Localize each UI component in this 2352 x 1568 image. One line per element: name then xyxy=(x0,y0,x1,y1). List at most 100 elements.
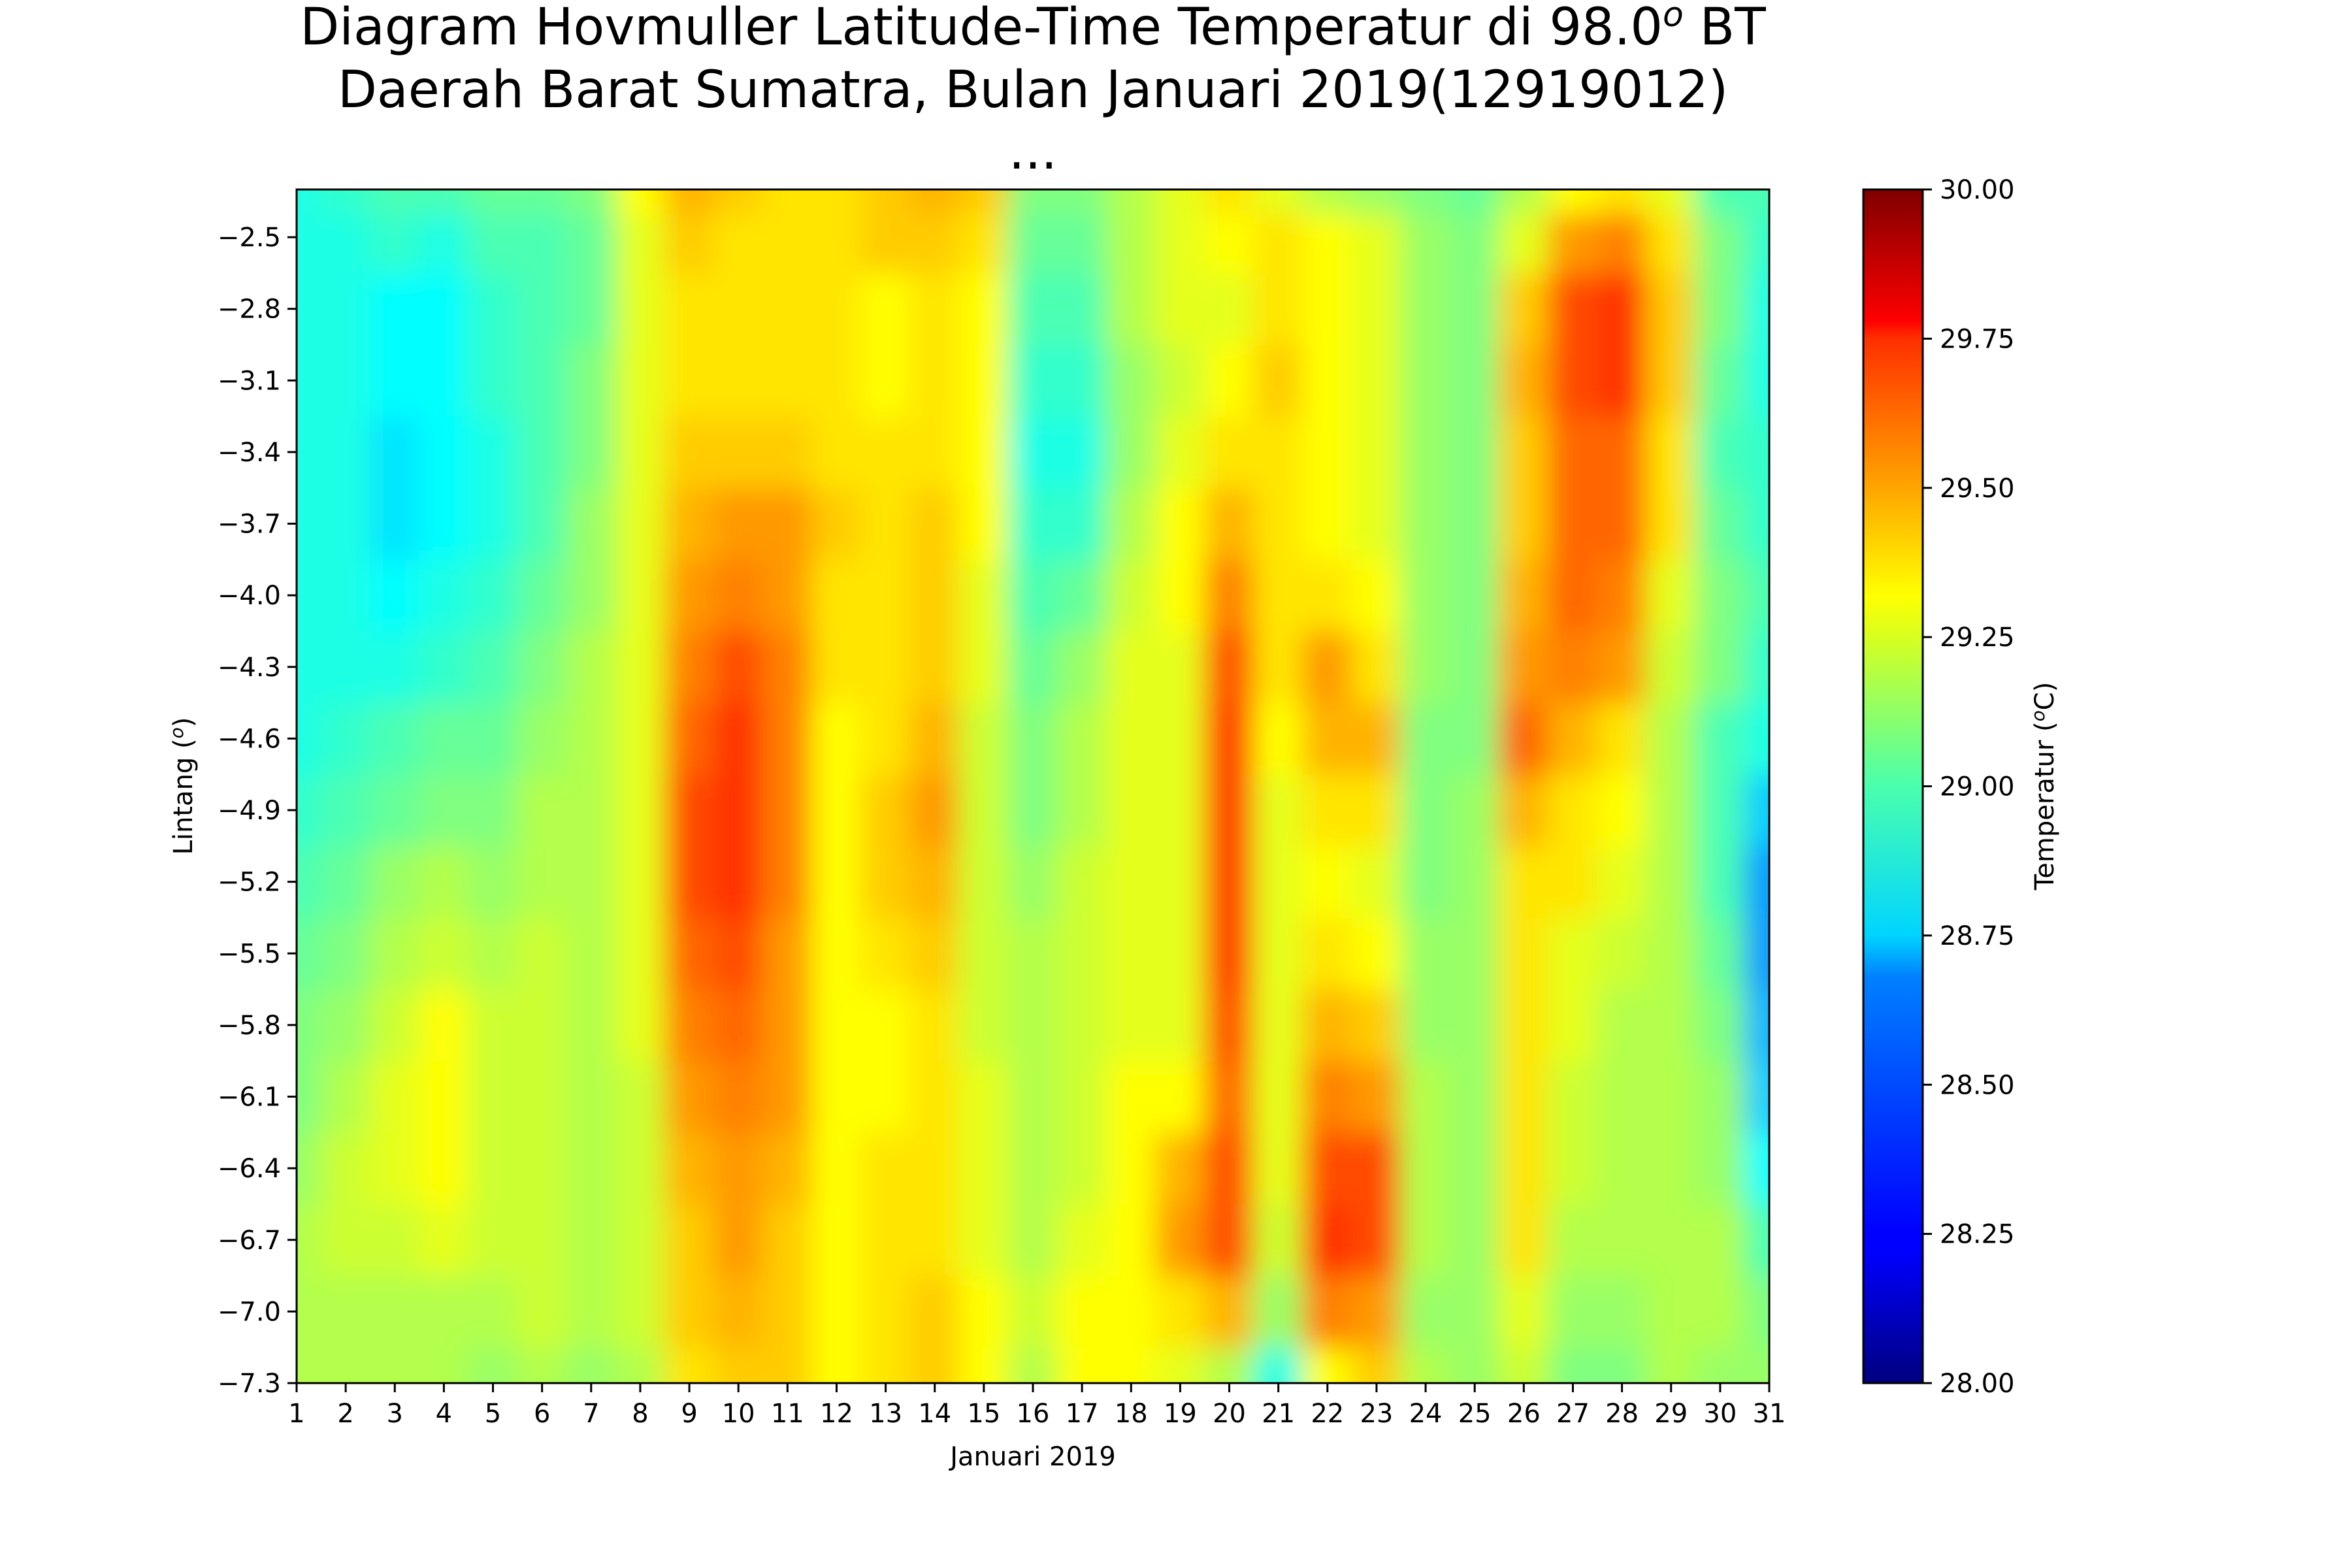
heatmap-cell xyxy=(566,702,617,776)
heatmap-cell xyxy=(1105,272,1156,346)
heatmap-cell xyxy=(1056,1132,1107,1205)
heatmap-cell xyxy=(1695,487,1746,561)
heatmap-cell xyxy=(1351,189,1402,214)
heatmap-cell xyxy=(1449,988,1500,1062)
heatmap-cell xyxy=(1351,272,1402,346)
heatmap-cell xyxy=(517,1203,568,1277)
heatmap-cell xyxy=(1646,1132,1697,1205)
heatmap-cell xyxy=(811,988,862,1062)
heatmap-cell xyxy=(1351,559,1402,632)
heatmap-cell xyxy=(1302,1060,1353,1134)
heatmap-cell xyxy=(1351,845,1402,919)
heatmap-cell xyxy=(1597,559,1648,632)
heatmap-cell xyxy=(566,917,617,990)
heatmap-cell xyxy=(1547,189,1599,214)
heatmap-cell xyxy=(811,917,862,990)
x-tick-label: 3 xyxy=(387,1399,403,1429)
heatmap-cell xyxy=(566,988,617,1062)
heatmap-cell xyxy=(566,1275,617,1348)
heatmap-cell xyxy=(762,1060,813,1134)
heatmap-cell xyxy=(713,1060,764,1134)
heatmap-cell xyxy=(1105,988,1156,1062)
y-tick-label: −3.1 xyxy=(218,366,281,396)
heatmap-cell xyxy=(1597,416,1648,489)
heatmap-cell xyxy=(1498,917,1549,990)
x-tick-label: 9 xyxy=(681,1399,697,1429)
colorbar-tick-label: 28.75 xyxy=(1940,921,2015,951)
heatmap-cell xyxy=(1498,487,1549,561)
heatmap-cell xyxy=(1203,189,1255,214)
heatmap-cell xyxy=(909,272,960,346)
heatmap-cell xyxy=(1449,1132,1500,1205)
heatmap-cell xyxy=(860,559,911,632)
heatmap-cell xyxy=(1154,917,1205,990)
heatmap-cell xyxy=(1449,1060,1500,1134)
heatmap-cell xyxy=(1105,416,1156,489)
heatmap-cell xyxy=(467,917,519,990)
heatmap-cell xyxy=(1253,1347,1304,1383)
heatmap-cell xyxy=(1498,1203,1549,1277)
x-tick-label: 6 xyxy=(534,1399,550,1429)
heatmap-cell xyxy=(1056,917,1107,990)
heatmap-cell xyxy=(369,774,420,847)
heatmap-cell xyxy=(297,845,322,919)
heatmap-cell xyxy=(1400,487,1451,561)
y-tick-label: −4.3 xyxy=(218,653,281,683)
heatmap-cell xyxy=(909,988,960,1062)
heatmap-cell xyxy=(909,559,960,632)
heatmap-cell xyxy=(1400,272,1451,346)
heatmap-cell xyxy=(1744,917,1769,990)
heatmap-cell xyxy=(811,416,862,489)
heatmap-cell xyxy=(860,212,911,274)
heatmap-cell xyxy=(1007,189,1058,214)
heatmap-cell xyxy=(1253,487,1304,561)
heatmap-cell xyxy=(1253,1060,1304,1134)
heatmap-cell xyxy=(320,1060,371,1134)
heatmap-cell xyxy=(1744,630,1769,704)
heatmap-cell xyxy=(1547,487,1599,561)
heatmap-cell xyxy=(418,1060,469,1134)
heatmap-cell xyxy=(1056,487,1107,561)
heatmap-cell xyxy=(418,1132,469,1205)
heatmap-cell xyxy=(297,1347,322,1383)
heatmap-cell xyxy=(664,845,715,919)
y-axis-label: Lintang (o) xyxy=(166,717,199,855)
heatmap-cell xyxy=(369,630,420,704)
heatmap-cell xyxy=(467,189,519,214)
heatmap-cell xyxy=(1744,559,1769,632)
heatmap-cell xyxy=(517,630,568,704)
heatmap-cell xyxy=(1007,1132,1058,1205)
heatmap-cell xyxy=(1597,212,1648,274)
heatmap-cell xyxy=(762,774,813,847)
x-tick-label: 23 xyxy=(1360,1399,1393,1429)
heatmap-cell xyxy=(1056,272,1107,346)
heatmap-cell xyxy=(1203,917,1255,990)
heatmap-cell xyxy=(909,212,960,274)
heatmap-cell xyxy=(1400,1132,1451,1205)
heatmap-cell xyxy=(1253,559,1304,632)
heatmap-cell xyxy=(1498,559,1549,632)
heatmap-cell xyxy=(909,189,960,214)
heatmap-cell xyxy=(1302,988,1353,1062)
heatmap-cell xyxy=(1253,1203,1304,1277)
heatmap-cell xyxy=(811,1203,862,1277)
heatmap-cell xyxy=(909,1203,960,1277)
heatmap-cell xyxy=(1400,559,1451,632)
heatmap-cell xyxy=(418,1203,469,1277)
heatmap-cell xyxy=(615,630,666,704)
heatmap-cell xyxy=(860,1060,911,1134)
heatmap-cell xyxy=(1351,702,1402,776)
x-tick-label: 17 xyxy=(1066,1399,1099,1429)
heatmap-cell xyxy=(1105,845,1156,919)
heatmap-cell xyxy=(1056,702,1107,776)
heatmap-cell xyxy=(1351,1203,1402,1277)
heatmap-cell xyxy=(1744,1347,1769,1383)
heatmap-cell xyxy=(958,1347,1009,1383)
heatmap-cell xyxy=(664,1132,715,1205)
heatmap-cell xyxy=(1597,272,1648,346)
heatmap-cell xyxy=(418,189,469,214)
heatmap-cell xyxy=(1253,272,1304,346)
y-tick-label: −6.7 xyxy=(218,1226,281,1256)
heatmap-cell xyxy=(297,189,322,214)
heatmap-cell xyxy=(1007,487,1058,561)
